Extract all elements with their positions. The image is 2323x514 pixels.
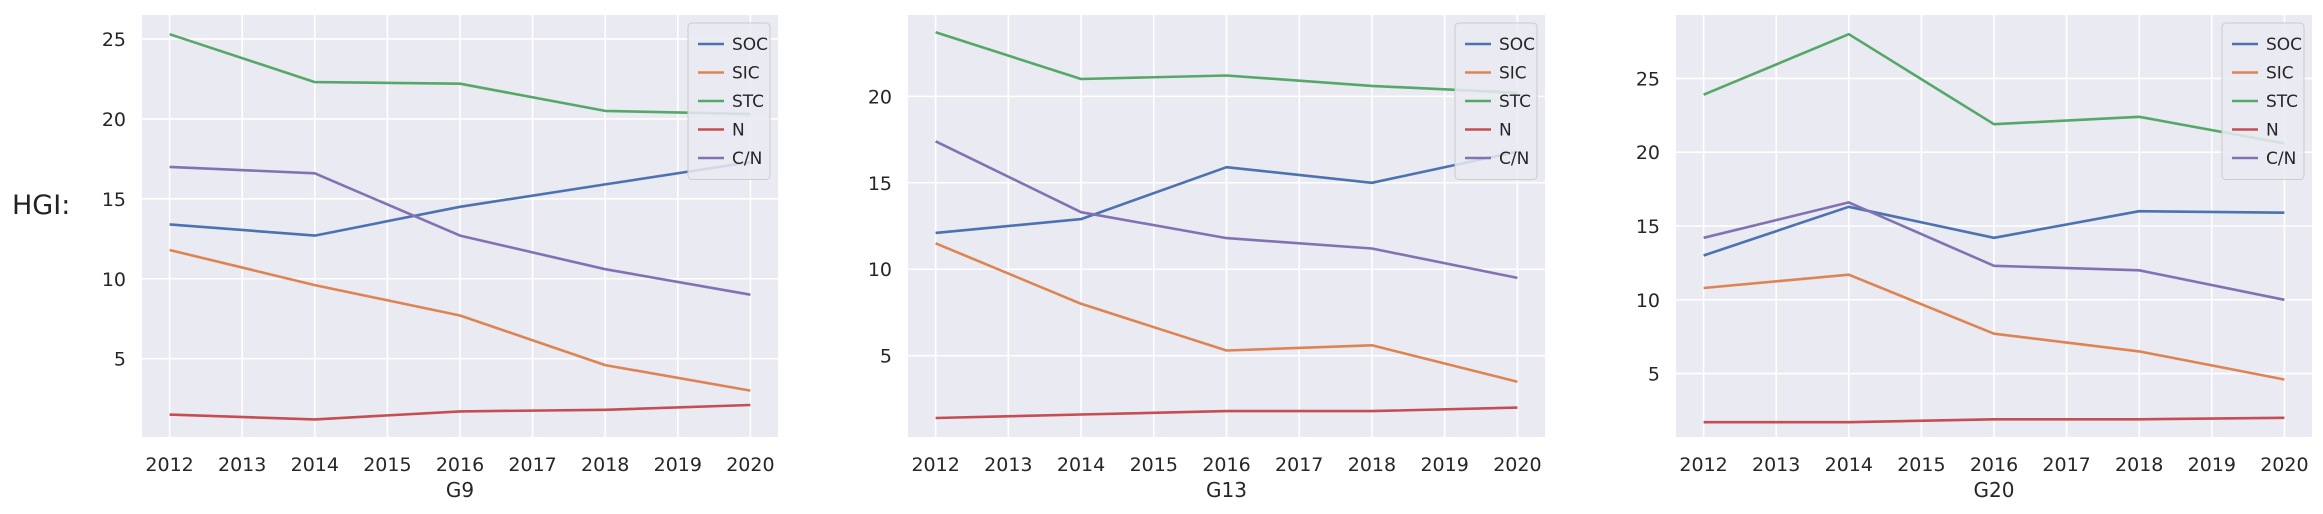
- legend-entry: STC: [2266, 92, 2298, 112]
- legend-entry: C/N: [2266, 149, 2296, 169]
- legend: SOC SIC STC N C/N: [687, 22, 771, 180]
- y-tick-label: 25: [102, 29, 126, 51]
- series-line-stc: [169, 32, 751, 116]
- y-tick-label: 15: [1636, 216, 1660, 238]
- x-tick-label: 2020: [1493, 454, 1541, 476]
- x-tick-label: 2017: [1275, 454, 1323, 476]
- x-tick-label: 2013: [1752, 454, 1800, 476]
- y-tick-label: 20: [102, 109, 126, 131]
- legend: SOC SIC STC N C/N: [2221, 22, 2305, 180]
- series-line-n: [169, 403, 751, 421]
- x-tick-label: 2012: [145, 454, 193, 476]
- series-line-stc: [935, 31, 1518, 95]
- legend-entry: SOC: [732, 35, 768, 55]
- y-tick-label: 15: [102, 189, 126, 211]
- x-axis-label: G9: [446, 478, 474, 502]
- x-tick-label: 2019: [1420, 454, 1468, 476]
- x-tick-label: 2018: [1348, 454, 1396, 476]
- legend-entry: C/N: [732, 149, 762, 169]
- series-line-sic: [935, 242, 1518, 383]
- x-tick-label: 2015: [363, 454, 411, 476]
- x-tick-label: 2012: [911, 454, 959, 476]
- legend-box: [687, 22, 771, 180]
- x-tick-label: 2018: [2115, 454, 2163, 476]
- y-tick-label: 10: [868, 259, 892, 281]
- x-tick-label: 2019: [2188, 454, 2236, 476]
- x-axis-label: G20: [1974, 478, 2015, 502]
- x-tick-label: 2015: [1130, 454, 1178, 476]
- x-tick-label: 2013: [218, 454, 266, 476]
- x-tick-label: 2019: [654, 454, 702, 476]
- legend-entry: N: [1499, 121, 1512, 141]
- legend-entry: C/N: [1499, 149, 1529, 169]
- x-tick-label: 2014: [1057, 454, 1105, 476]
- row-label: HGI:: [12, 190, 71, 221]
- series-line-n: [1703, 416, 2285, 424]
- y-tick-label: 5: [1648, 364, 1660, 386]
- x-tick-label: 2017: [2042, 454, 2090, 476]
- series-line-sic: [169, 248, 751, 392]
- series-line-cn: [169, 165, 751, 296]
- legend-entry: SIC: [1499, 64, 1527, 84]
- x-tick-label: 2012: [1679, 454, 1727, 476]
- y-tick-label: 25: [1636, 68, 1660, 90]
- y-tick-label: 10: [102, 269, 126, 291]
- chart-panel-3: 2012 2013 2014 2015 2016 2017 2018 2019 2020 5 10 1…: [1636, 15, 2312, 502]
- series-line-soc: [1703, 205, 2285, 257]
- chart-panel-1: 2012 2013 2014 2015 2016 2017 2018 2019 2020 5 10 1…: [102, 15, 778, 502]
- y-tick-label: 20: [1636, 142, 1660, 164]
- series-line-stc: [1703, 32, 2285, 145]
- legend-entry: SOC: [2266, 35, 2302, 55]
- series-line-sic: [1703, 273, 2285, 381]
- series-line-soc: [935, 150, 1518, 235]
- legend-entry: SIC: [2266, 64, 2294, 84]
- y-tick-label: 20: [868, 86, 892, 108]
- legend-entry: N: [732, 121, 745, 141]
- x-tick-label: 2020: [726, 454, 774, 476]
- series-line-cn: [935, 140, 1518, 280]
- legend-entry: STC: [732, 92, 764, 112]
- y-tick-label: 5: [880, 346, 892, 368]
- x-tick-label: 2015: [1897, 454, 1945, 476]
- y-tick-label: 10: [1636, 290, 1660, 312]
- series-line-n: [935, 406, 1518, 420]
- x-tick-label: 2016: [1970, 454, 2018, 476]
- series-line-soc: [169, 160, 751, 237]
- x-tick-label: 2014: [291, 454, 339, 476]
- y-tick-label: 15: [868, 173, 892, 195]
- legend-box: [1454, 22, 1538, 180]
- legend-entry: SIC: [732, 64, 760, 84]
- legend-entry: STC: [1499, 92, 1531, 112]
- x-axis-label: G13: [1206, 478, 1247, 502]
- series-line-cn: [1703, 201, 2285, 302]
- x-tick-label: 2014: [1825, 454, 1873, 476]
- legend-box: [2221, 22, 2305, 180]
- legend-entry: SOC: [1499, 35, 1535, 55]
- x-tick-label: 2016: [436, 454, 484, 476]
- y-tick-label: 5: [114, 349, 126, 371]
- x-tick-label: 2018: [581, 454, 629, 476]
- x-tick-label: 2020: [2260, 454, 2308, 476]
- x-tick-label: 2017: [508, 454, 556, 476]
- x-tick-label: 2016: [1202, 454, 1250, 476]
- legend: SOC SIC STC N C/N: [1454, 22, 1538, 180]
- x-tick-label: 2013: [984, 454, 1032, 476]
- chart-panel-2: 2012 2013 2014 2015 2016 2017 2018 2019 2020 5 10 1…: [868, 15, 1545, 502]
- legend-entry: N: [2266, 121, 2279, 141]
